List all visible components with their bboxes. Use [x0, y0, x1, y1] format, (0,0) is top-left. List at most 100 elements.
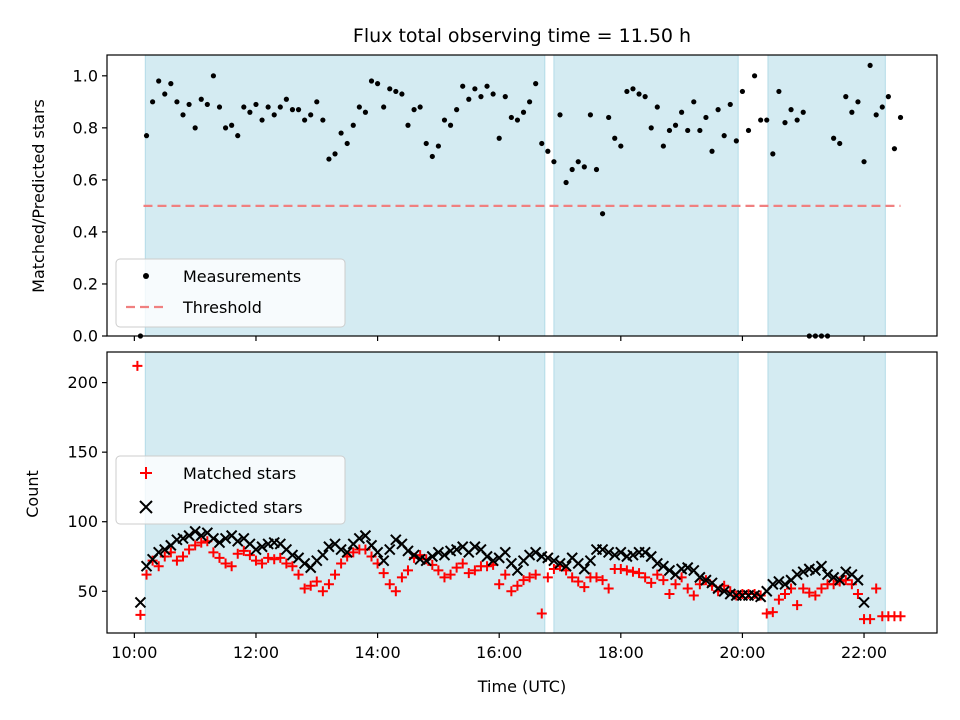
measurement-point	[751, 73, 758, 79]
matched-star-point	[573, 576, 584, 587]
bottom-panel: 50 100 150 200 10:00 12:00 14:00 16:00 18:00 20:…	[23, 351, 938, 696]
matched-star-point	[226, 561, 237, 572]
measurement-point	[557, 112, 563, 118]
matched-star-point	[390, 586, 401, 597]
measurement-point	[612, 135, 618, 141]
measurement-point	[679, 109, 685, 115]
measurement-point	[648, 125, 654, 131]
predicted-star-point	[700, 574, 712, 586]
matched-star-point	[445, 569, 456, 580]
predicted-star-point	[353, 532, 366, 545]
predicted-star-point	[560, 560, 572, 572]
top-y-ticks: 0.0 0.2 0.4 0.6 0.8 1.0	[73, 66, 107, 346]
top-x-ticks	[133, 336, 865, 341]
measurement-point	[709, 148, 715, 154]
matched-star-point	[615, 564, 626, 575]
measurement-point	[210, 73, 217, 79]
bottom-axes-frame	[106, 351, 938, 634]
measurement-point	[411, 107, 417, 113]
predicted-star-point	[390, 534, 402, 546]
measurement-point	[460, 83, 466, 89]
matched-star-point	[323, 579, 334, 590]
predicted-star-point	[529, 546, 542, 559]
bottom-y-axis-label: Count	[23, 470, 42, 518]
predicted-star-point	[578, 563, 591, 575]
matched-star-point	[567, 572, 578, 583]
measurement-point	[703, 114, 709, 121]
predicted-star-point	[791, 568, 803, 581]
measurement-point	[308, 112, 314, 118]
measurement-point	[587, 112, 594, 118]
predicted-star-point	[183, 529, 195, 542]
predicted-star-point	[432, 546, 445, 559]
measurement-point	[235, 133, 241, 139]
predicted-star-point	[584, 554, 597, 567]
measurement-point	[849, 109, 855, 115]
predicted-star-point	[377, 554, 390, 567]
matched-star-point	[646, 577, 657, 588]
matched-star-point	[287, 561, 298, 572]
measurement-point	[423, 140, 429, 147]
predicted-star-point	[402, 545, 414, 557]
predicted-star-point	[256, 541, 268, 553]
predicted-star-point	[797, 566, 809, 578]
x-tick-label: 10:00	[111, 643, 157, 662]
measurement-point	[539, 140, 545, 147]
matched-star-point	[779, 589, 790, 600]
measurement-point	[320, 117, 326, 123]
predicted-star-point	[207, 532, 220, 545]
measurement-point	[873, 112, 879, 118]
measurement-point	[198, 96, 204, 102]
bottom-y-tick-label: 150	[67, 443, 98, 462]
predicted-star-point	[609, 549, 621, 561]
bottom-y-tick-label: 200	[67, 373, 98, 392]
matched-star-point	[220, 558, 231, 569]
matched-star-point	[761, 608, 772, 619]
matched-star-point	[810, 590, 821, 601]
measurement-point	[855, 99, 861, 105]
measurement-point	[837, 140, 843, 147]
matched-star-point	[494, 579, 505, 590]
matched-star-point	[178, 551, 189, 562]
matched-star-point	[506, 586, 517, 597]
matched-star-point	[804, 587, 815, 598]
measurement-point	[259, 117, 265, 123]
matched-star-point	[542, 572, 553, 583]
predicted-star-point	[298, 557, 311, 570]
measurement-point	[216, 104, 223, 110]
matched-star-point	[257, 558, 268, 569]
measurement-point	[660, 143, 666, 149]
measurement-point	[685, 127, 691, 134]
measurement-point	[447, 122, 454, 128]
matched-star-point	[250, 555, 261, 566]
measurement-point	[168, 81, 174, 87]
matched-star-point	[694, 579, 705, 590]
predicted-star-point	[694, 571, 706, 584]
matched-star-point	[840, 575, 851, 586]
measurement-point	[368, 78, 375, 84]
measurement-point	[636, 91, 642, 97]
measurement-point	[314, 99, 320, 105]
predicted-star-point	[487, 554, 499, 567]
top-y-tick-label: 0.8	[73, 118, 98, 137]
matched-star-point	[336, 558, 347, 569]
predicted-star-point	[548, 554, 560, 567]
matched-star-point	[244, 550, 255, 561]
measurement-point	[229, 122, 235, 128]
measurement-point	[697, 127, 703, 134]
measurement-point	[393, 88, 399, 95]
matched-star-point	[682, 583, 693, 594]
bottom-y-tick-label: 100	[67, 512, 98, 531]
matched-star-point	[591, 572, 602, 583]
matched-star-point	[597, 575, 608, 586]
top-y-tick-label: 0.6	[73, 170, 98, 189]
measurement-point	[721, 133, 727, 139]
legend-label-threshold: Threshold	[182, 298, 262, 317]
predicted-star-point	[438, 549, 451, 561]
matched-star-point	[311, 576, 322, 587]
matched-star-point	[196, 537, 207, 548]
predicted-star-point	[852, 574, 864, 586]
measurement-point	[277, 104, 283, 110]
predicted-star-point	[420, 554, 432, 567]
measurement-point	[435, 143, 441, 149]
